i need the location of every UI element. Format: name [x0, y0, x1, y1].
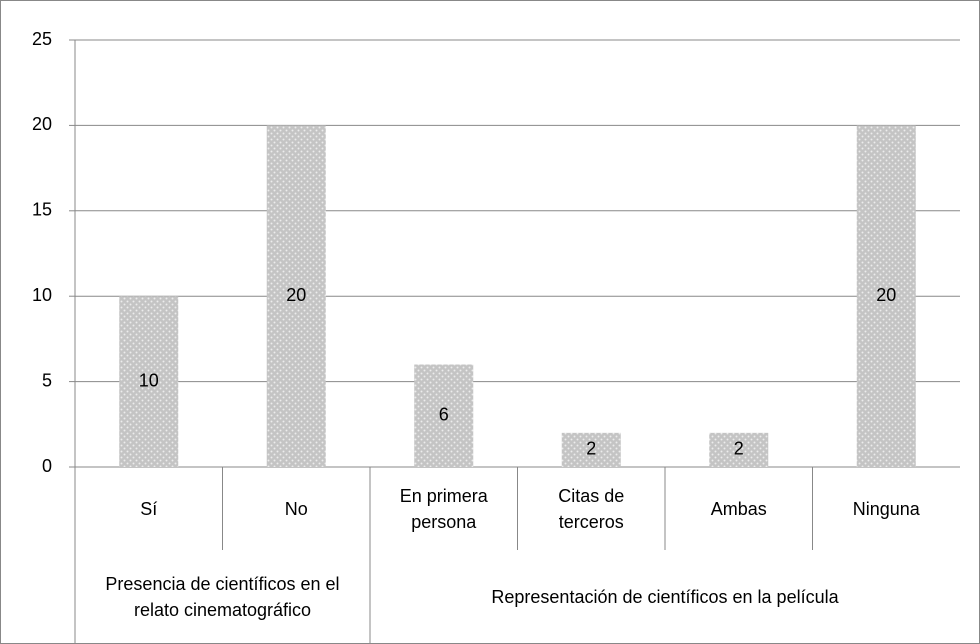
- x-tick-label: Sí: [140, 498, 158, 519]
- x-tick-label: No: [284, 498, 308, 519]
- group-label: Presencia de científicos en el relato ci…: [105, 574, 340, 620]
- x-tick-label: Ninguna: [852, 498, 920, 519]
- bar: [709, 432, 769, 467]
- y-tick-label: 20: [32, 114, 52, 134]
- data-label: 2: [734, 439, 744, 459]
- data-label: 2: [586, 439, 596, 459]
- x-tick-label: En primera persona: [399, 485, 488, 532]
- x-tick-label: Citas de terceros: [558, 485, 625, 532]
- data-label: 20: [876, 285, 896, 305]
- bar: [266, 125, 326, 468]
- bar: [856, 125, 916, 468]
- y-tick-label: 10: [32, 285, 52, 305]
- data-label: 20: [286, 285, 306, 305]
- y-tick-label: 15: [32, 200, 52, 220]
- y-tick-label: 5: [42, 370, 52, 390]
- bar: [119, 296, 179, 467]
- y-tick-label: 25: [32, 29, 52, 49]
- bar: [414, 364, 474, 467]
- y-tick-label: 0: [42, 456, 52, 476]
- bar: [561, 432, 621, 467]
- group-label: Representación de científicos en la pelí…: [491, 587, 839, 607]
- data-label: 10: [139, 370, 159, 390]
- data-label: 6: [439, 405, 449, 425]
- x-tick-label: Ambas: [710, 498, 767, 519]
